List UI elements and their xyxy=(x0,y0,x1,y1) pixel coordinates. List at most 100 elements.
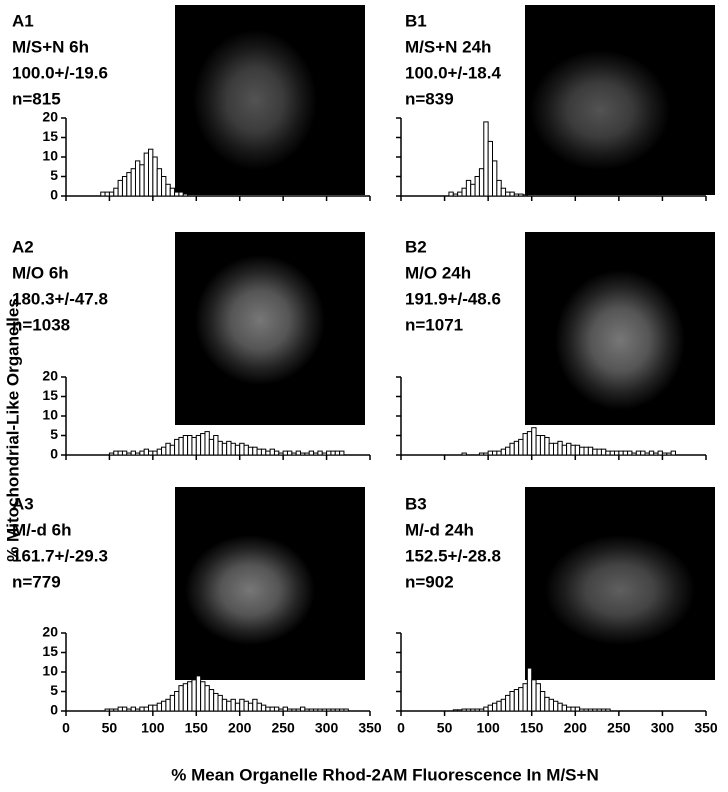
bar xyxy=(334,708,341,712)
x-tick-label: 100 xyxy=(141,720,165,736)
bar xyxy=(178,685,184,712)
bar xyxy=(139,706,145,712)
bar xyxy=(148,450,154,456)
bar xyxy=(492,702,498,712)
bar xyxy=(553,700,559,712)
bar xyxy=(148,704,154,712)
bar xyxy=(478,168,485,197)
panel-stats: 180.3+/-47.8 xyxy=(12,289,108,308)
bar xyxy=(187,435,193,456)
bar xyxy=(522,683,528,712)
bar xyxy=(579,708,585,712)
x-tick-label: 50 xyxy=(102,720,118,736)
bar xyxy=(557,440,563,456)
x-tick-label: 250 xyxy=(607,720,631,736)
bar xyxy=(113,708,119,712)
bar xyxy=(614,450,620,456)
bar xyxy=(256,448,262,456)
bar xyxy=(583,708,589,712)
bar xyxy=(513,193,520,197)
bar xyxy=(592,708,598,712)
bar xyxy=(644,452,650,456)
bar xyxy=(596,708,602,712)
bar xyxy=(265,706,271,712)
bar xyxy=(195,435,202,456)
bar xyxy=(561,444,568,456)
bar xyxy=(204,685,210,712)
bar xyxy=(343,708,349,712)
panel-label: A2 xyxy=(12,237,34,256)
bar xyxy=(121,706,128,712)
bar xyxy=(221,698,228,712)
bar xyxy=(457,191,463,197)
bar xyxy=(531,427,537,456)
bar xyxy=(143,706,150,712)
bar xyxy=(566,706,572,712)
bar xyxy=(104,191,110,197)
bar xyxy=(500,187,507,197)
bar xyxy=(670,450,677,456)
y-axis-label: % Mitochondrial-Like Organelles xyxy=(3,298,22,562)
bar xyxy=(631,452,637,456)
bar xyxy=(640,450,646,456)
y-tick-label: 10 xyxy=(42,663,58,679)
y-tick-label: 5 xyxy=(50,167,58,183)
bar xyxy=(457,709,463,712)
bar xyxy=(304,452,310,456)
bar xyxy=(213,692,219,712)
bar xyxy=(108,452,115,456)
bar xyxy=(187,681,193,712)
x-tick-label: 0 xyxy=(397,720,405,736)
bar xyxy=(178,191,184,197)
bar xyxy=(526,431,533,456)
x-tick-label: 350 xyxy=(694,720,718,736)
bar xyxy=(126,708,132,712)
panel-condition: M/O 24h xyxy=(405,263,471,282)
bar xyxy=(478,452,485,456)
panel-label: B3 xyxy=(405,494,427,513)
bar xyxy=(587,708,594,712)
bar xyxy=(570,706,576,712)
bar xyxy=(478,708,485,712)
bar xyxy=(269,706,275,712)
bar xyxy=(535,683,541,712)
panel-condition: M/-d 6h xyxy=(12,520,72,539)
bar xyxy=(544,696,550,712)
bar xyxy=(509,691,515,712)
y-tick-label: 20 xyxy=(42,109,58,125)
bar xyxy=(461,187,467,197)
bar xyxy=(539,691,546,712)
bar xyxy=(161,446,167,456)
bar xyxy=(282,706,288,712)
bar xyxy=(182,683,189,712)
bar xyxy=(522,194,528,197)
bar xyxy=(461,708,467,712)
bar xyxy=(474,708,480,712)
panel-n: n=839 xyxy=(405,89,454,108)
bar xyxy=(100,191,106,197)
bar xyxy=(243,444,249,456)
bar xyxy=(273,706,280,712)
x-tick-label: 200 xyxy=(564,720,588,736)
bar xyxy=(452,709,459,712)
bar xyxy=(247,702,254,712)
bar xyxy=(174,438,180,456)
micrographs xyxy=(175,5,715,680)
bar xyxy=(513,440,520,456)
x-tick-label: 250 xyxy=(271,720,295,736)
bar xyxy=(465,708,472,712)
bar xyxy=(300,452,306,456)
bar xyxy=(260,448,267,456)
bar xyxy=(191,679,197,712)
bar xyxy=(169,187,176,197)
bar xyxy=(548,698,555,712)
bar xyxy=(273,450,280,456)
bar xyxy=(487,704,493,712)
bar xyxy=(570,444,576,456)
panel-condition: M/S+N 6h xyxy=(12,37,89,56)
y-tick-label: 15 xyxy=(42,128,58,144)
bar xyxy=(334,450,341,456)
bar xyxy=(278,708,284,712)
bar xyxy=(104,708,110,712)
bar xyxy=(574,706,581,712)
